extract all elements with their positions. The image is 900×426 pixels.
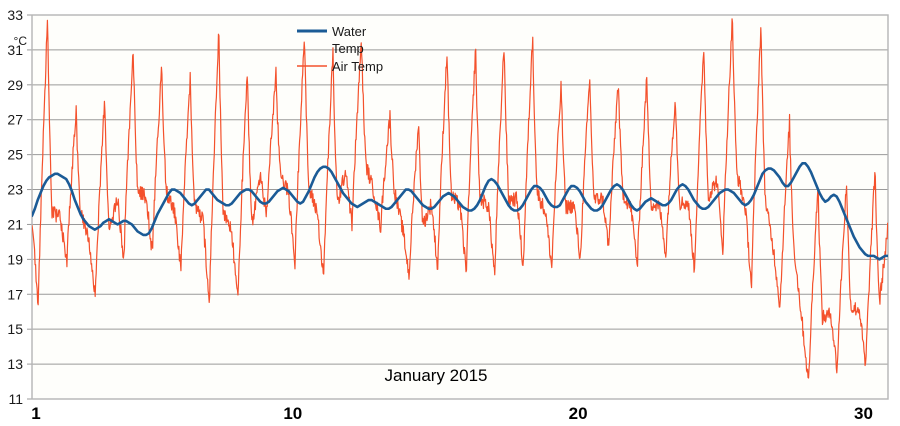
chart-legend: Water Temp Air Temp	[297, 24, 383, 74]
x-tick-label: 1	[31, 404, 40, 423]
y-tick-label: 25	[7, 147, 23, 163]
series-line-air-temp	[32, 18, 888, 379]
x-tick-label: 30	[854, 404, 873, 423]
y-tick-label: 21	[7, 216, 23, 232]
y-tick-label: 29	[7, 77, 23, 93]
legend-label-air-temp: Air Temp	[332, 59, 383, 74]
y-tick-label: 19	[7, 251, 23, 267]
plot-border	[31, 14, 889, 400]
y-tick-label: 13	[7, 356, 23, 372]
gridlines	[27, 14, 888, 400]
y-axis-tick-labels: 33 31 29 27 25 23 21 19 17 15 13 11	[7, 7, 23, 407]
legend-label-water-temp-line2: Temp	[332, 41, 364, 56]
x-tick-label: 10	[283, 404, 302, 423]
y-tick-label: 27	[7, 112, 23, 128]
y-tick-label: 17	[7, 286, 23, 302]
y-axis-unit-label: °C	[14, 34, 28, 48]
y-tick-label: 11	[8, 391, 23, 407]
x-axis-title: January 2015	[384, 366, 487, 385]
y-tick-label: 33	[7, 7, 23, 23]
y-tick-label: 31	[7, 42, 23, 58]
y-tick-label: 23	[7, 182, 23, 198]
x-axis-tick-labels: 1 10 20 30	[31, 404, 873, 423]
y-tick-label: 15	[7, 321, 23, 337]
series-line-water-temp	[32, 162, 888, 261]
legend-label-water-temp-line1: Water	[332, 24, 367, 39]
x-tick-label: 20	[569, 404, 588, 423]
